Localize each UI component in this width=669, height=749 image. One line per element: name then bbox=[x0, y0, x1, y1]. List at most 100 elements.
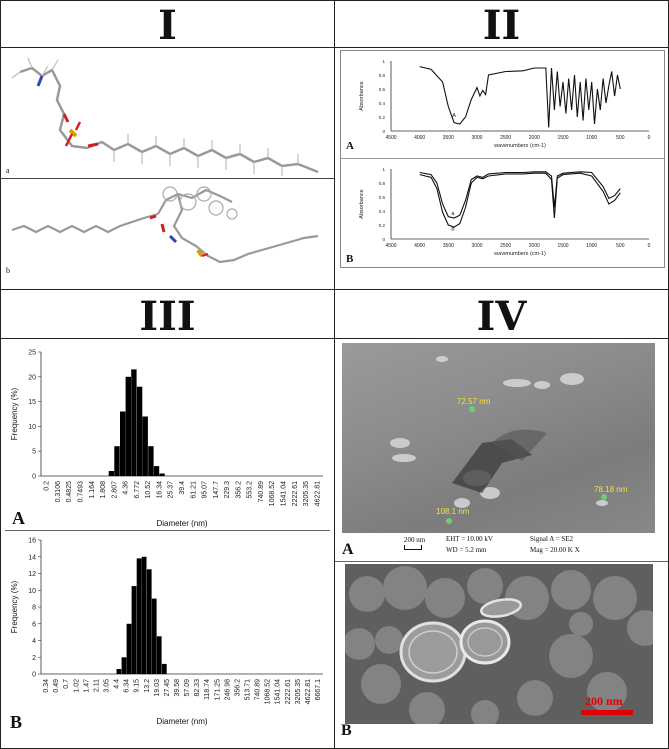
tem-scale-text: 200 nm bbox=[585, 694, 623, 708]
molecule-b-image bbox=[11, 186, 319, 264]
molecule-a-label: a bbox=[6, 166, 10, 175]
x-tick-label: 39.4 bbox=[179, 481, 186, 495]
x-tick-label: 4.4 bbox=[114, 679, 121, 689]
x-tick-label: 500 bbox=[616, 135, 625, 141]
panel-I-title: I bbox=[158, 2, 177, 49]
x-tick-label: 2500 bbox=[500, 243, 511, 249]
y-tick-label: 0.2 bbox=[379, 115, 386, 120]
x-tick-label: 1.02 bbox=[73, 679, 80, 693]
sem-signal: Signal A = SE2 bbox=[530, 535, 574, 543]
x-tick-label: 3000 bbox=[471, 135, 482, 141]
x-tick-label: 1000 bbox=[586, 135, 597, 141]
x-tick-label: 2222.61 bbox=[285, 679, 292, 704]
y-tick-label: 0.6 bbox=[379, 195, 386, 200]
x-tick-label: 3500 bbox=[443, 135, 454, 141]
x-tick-label: 1000 bbox=[586, 243, 597, 249]
x-tick-label: 500 bbox=[616, 243, 625, 249]
y-tick-label: 5 bbox=[32, 449, 36, 456]
histogram-bar bbox=[142, 416, 148, 476]
x-tick-label: 27.45 bbox=[164, 679, 171, 697]
x-tick-label: 0.3106 bbox=[55, 481, 62, 503]
y-tick-label: 0.2 bbox=[379, 223, 386, 228]
x-tick-label: 2.807 bbox=[111, 481, 118, 499]
x-tick-label: 356.2 bbox=[235, 481, 242, 499]
histogram-bar bbox=[136, 386, 143, 476]
y-tick-label: 25 bbox=[28, 350, 36, 357]
x-tick-label: 1500 bbox=[557, 135, 568, 141]
x-tick-label: 13.2 bbox=[144, 679, 151, 693]
x-tick-label: 1.164 bbox=[89, 481, 96, 499]
y-tick-label: 1 bbox=[382, 59, 385, 64]
y-tick-label: 15 bbox=[28, 399, 36, 406]
sem-tem-divider bbox=[335, 561, 668, 562]
molecule-b-label: b bbox=[6, 266, 10, 275]
x-tick-label: 3205.35 bbox=[303, 481, 310, 506]
y-tick-label: 0 bbox=[32, 672, 36, 679]
y-tick-label: 14 bbox=[28, 554, 36, 561]
y-axis-label: Frequency (%) bbox=[10, 580, 19, 633]
histogram-bar bbox=[153, 466, 160, 476]
x-axis-label: wavenumbers (cm-1) bbox=[493, 251, 546, 257]
x-axis-label: Diameter (nm) bbox=[156, 717, 207, 726]
x-tick-label: 513.71 bbox=[244, 679, 251, 701]
x-tick-label: 4622.81 bbox=[314, 481, 321, 506]
dls-histogram-a: 0 5 10 15 20 25 0.2 0.3106 0.4825 0.7493 1.164 1.80… bbox=[10, 350, 323, 528]
sem-measure-3: 78.18 nm bbox=[594, 485, 628, 494]
y-tick-label: 6 bbox=[32, 621, 36, 628]
y-axis-label: Frequency (%) bbox=[10, 387, 19, 440]
y-tick-label: 0.6 bbox=[379, 87, 386, 92]
y-tick-label: 0.8 bbox=[379, 73, 386, 78]
x-tick-label: 0.49 bbox=[53, 679, 60, 693]
x-tick-label: 0.34 bbox=[43, 679, 50, 693]
sem-info-bar: A 200 nm EHT = 10.00 kV WD = 5.2 mm Sign… bbox=[342, 533, 655, 561]
sem-image: 72.57 nm 108.1 nm 78.18 nm bbox=[342, 343, 655, 533]
y-tick-label: 0 bbox=[32, 474, 36, 481]
spectrum-line-a bbox=[419, 171, 621, 219]
y-tick-label: 16 bbox=[28, 538, 36, 545]
curve-label: b bbox=[451, 227, 454, 233]
x-tick-label: 553.2 bbox=[247, 481, 254, 499]
x-tick-label: 57.09 bbox=[184, 679, 191, 697]
x-tick-label: 2000 bbox=[529, 243, 540, 249]
x-tick-label: 2222.61 bbox=[292, 481, 299, 506]
histogram-bar bbox=[141, 556, 147, 675]
x-tick-label: 147.7 bbox=[213, 481, 220, 499]
sem-measure-2: 108.1 nm bbox=[436, 507, 470, 516]
x-tick-label: 0.7493 bbox=[77, 481, 84, 503]
y-tick-label: 10 bbox=[28, 424, 36, 431]
x-tick-label: 39.58 bbox=[174, 679, 181, 697]
x-tick-label: 9.15 bbox=[134, 679, 141, 693]
x-tick-label: 0 bbox=[648, 243, 651, 249]
histogram-bar bbox=[131, 369, 137, 476]
histogram-bar bbox=[114, 446, 120, 476]
x-tick-label: 4622.81 bbox=[305, 679, 312, 704]
sem-wd: WD = 5.2 mm bbox=[446, 546, 487, 554]
hist-a-letter: A bbox=[12, 508, 25, 528]
x-tick-label: 740.89 bbox=[258, 481, 265, 503]
histogram-bar bbox=[108, 471, 115, 476]
x-tick-label: 3.05 bbox=[103, 679, 110, 693]
tem-image: 200 nm bbox=[345, 564, 653, 724]
x-tick-label: 82.33 bbox=[194, 679, 201, 697]
curve-label: a bbox=[451, 211, 455, 217]
y-axis-label: Absorbance bbox=[359, 189, 365, 218]
x-tick-label: 0 bbox=[648, 135, 651, 141]
y-axis-label: Absorbance bbox=[359, 81, 365, 110]
x-tick-label: 95.07 bbox=[202, 481, 209, 499]
x-tick-label: 1068.52 bbox=[265, 679, 272, 704]
x-tick-label: 356.2 bbox=[234, 679, 241, 697]
x-axis-label: wavenumbers (cm-1) bbox=[493, 143, 546, 149]
x-tick-label: 4000 bbox=[414, 243, 425, 249]
histogram-bar bbox=[161, 663, 167, 674]
x-tick-label: 246.98 bbox=[224, 679, 231, 701]
histogram-bar bbox=[159, 473, 165, 476]
x-tick-label: 171.25 bbox=[214, 679, 221, 701]
sem-mag: Mag = 20.00 K X bbox=[530, 546, 580, 554]
histogram-bar bbox=[121, 657, 127, 675]
x-tick-label: 1.47 bbox=[83, 679, 90, 693]
x-tick-label: 6.772 bbox=[134, 481, 141, 499]
y-tick-label: 8 bbox=[32, 605, 36, 612]
x-tick-label: 4000 bbox=[414, 135, 425, 141]
